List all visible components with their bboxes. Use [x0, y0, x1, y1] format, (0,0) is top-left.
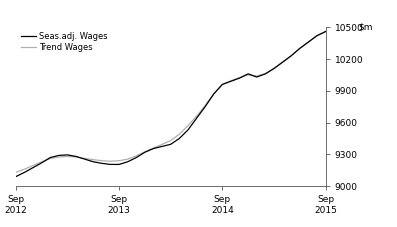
Seas.adj. Wages [254, 76, 259, 78]
Seas.adj. Wages [82, 158, 87, 160]
Seas.adj. Wages [194, 117, 199, 120]
Trend Wages [39, 160, 44, 163]
Trend Wages [143, 150, 147, 153]
Seas.adj. Wages [289, 54, 293, 57]
Seas.adj. Wages [323, 30, 328, 33]
Seas.adj. Wages [39, 161, 44, 164]
Seas.adj. Wages [91, 160, 96, 163]
Trend Wages [237, 76, 242, 79]
Trend Wages [91, 158, 96, 161]
Seas.adj. Wages [108, 163, 113, 166]
Seas.adj. Wages [297, 47, 302, 50]
Trend Wages [134, 155, 139, 157]
Trend Wages [194, 115, 199, 118]
Seas.adj. Wages [13, 175, 18, 178]
Trend Wages [108, 160, 113, 163]
Trend Wages [280, 61, 285, 64]
Trend Wages [185, 124, 190, 127]
Trend Wages [168, 139, 173, 142]
Trend Wages [82, 157, 87, 160]
Seas.adj. Wages [306, 41, 311, 43]
Trend Wages [306, 41, 311, 43]
Trend Wages [246, 74, 251, 76]
Trend Wages [297, 47, 302, 50]
Seas.adj. Wages [314, 34, 319, 37]
Trend Wages [74, 156, 79, 158]
Trend Wages [65, 155, 70, 158]
Seas.adj. Wages [272, 67, 276, 70]
Seas.adj. Wages [100, 162, 104, 165]
Seas.adj. Wages [134, 156, 139, 159]
Seas.adj. Wages [280, 61, 285, 64]
Trend Wages [13, 171, 18, 174]
Trend Wages [160, 143, 164, 146]
Trend Wages [117, 159, 121, 162]
Trend Wages [323, 31, 328, 33]
Seas.adj. Wages [263, 72, 268, 75]
Seas.adj. Wages [220, 83, 225, 86]
Trend Wages [56, 156, 61, 158]
Trend Wages [272, 67, 276, 70]
Trend Wages [289, 54, 293, 57]
Trend Wages [263, 72, 268, 75]
Seas.adj. Wages [56, 154, 61, 157]
Seas.adj. Wages [203, 105, 208, 108]
Trend Wages [22, 168, 27, 170]
Line: Seas.adj. Wages: Seas.adj. Wages [16, 32, 326, 177]
Seas.adj. Wages [151, 147, 156, 150]
Seas.adj. Wages [74, 155, 79, 158]
Y-axis label: $m: $m [358, 22, 373, 32]
Trend Wages [31, 164, 35, 167]
Trend Wages [220, 83, 225, 86]
Seas.adj. Wages [229, 80, 233, 83]
Seas.adj. Wages [48, 156, 53, 159]
Trend Wages [48, 157, 53, 160]
Seas.adj. Wages [125, 160, 130, 163]
Seas.adj. Wages [65, 153, 70, 156]
Trend Wages [314, 34, 319, 37]
Trend Wages [151, 147, 156, 149]
Seas.adj. Wages [143, 151, 147, 154]
Seas.adj. Wages [177, 137, 182, 140]
Trend Wages [254, 75, 259, 77]
Seas.adj. Wages [185, 129, 190, 131]
Seas.adj. Wages [211, 93, 216, 95]
Legend: Seas.adj. Wages, Trend Wages: Seas.adj. Wages, Trend Wages [20, 31, 109, 53]
Seas.adj. Wages [31, 166, 35, 169]
Seas.adj. Wages [168, 143, 173, 146]
Trend Wages [211, 93, 216, 95]
Trend Wages [125, 158, 130, 160]
Trend Wages [100, 159, 104, 162]
Seas.adj. Wages [117, 163, 121, 166]
Seas.adj. Wages [237, 77, 242, 79]
Trend Wages [229, 79, 233, 82]
Line: Trend Wages: Trend Wages [16, 32, 326, 172]
Seas.adj. Wages [246, 72, 251, 75]
Seas.adj. Wages [160, 145, 164, 148]
Seas.adj. Wages [22, 171, 27, 174]
Trend Wages [203, 104, 208, 107]
Trend Wages [177, 133, 182, 136]
